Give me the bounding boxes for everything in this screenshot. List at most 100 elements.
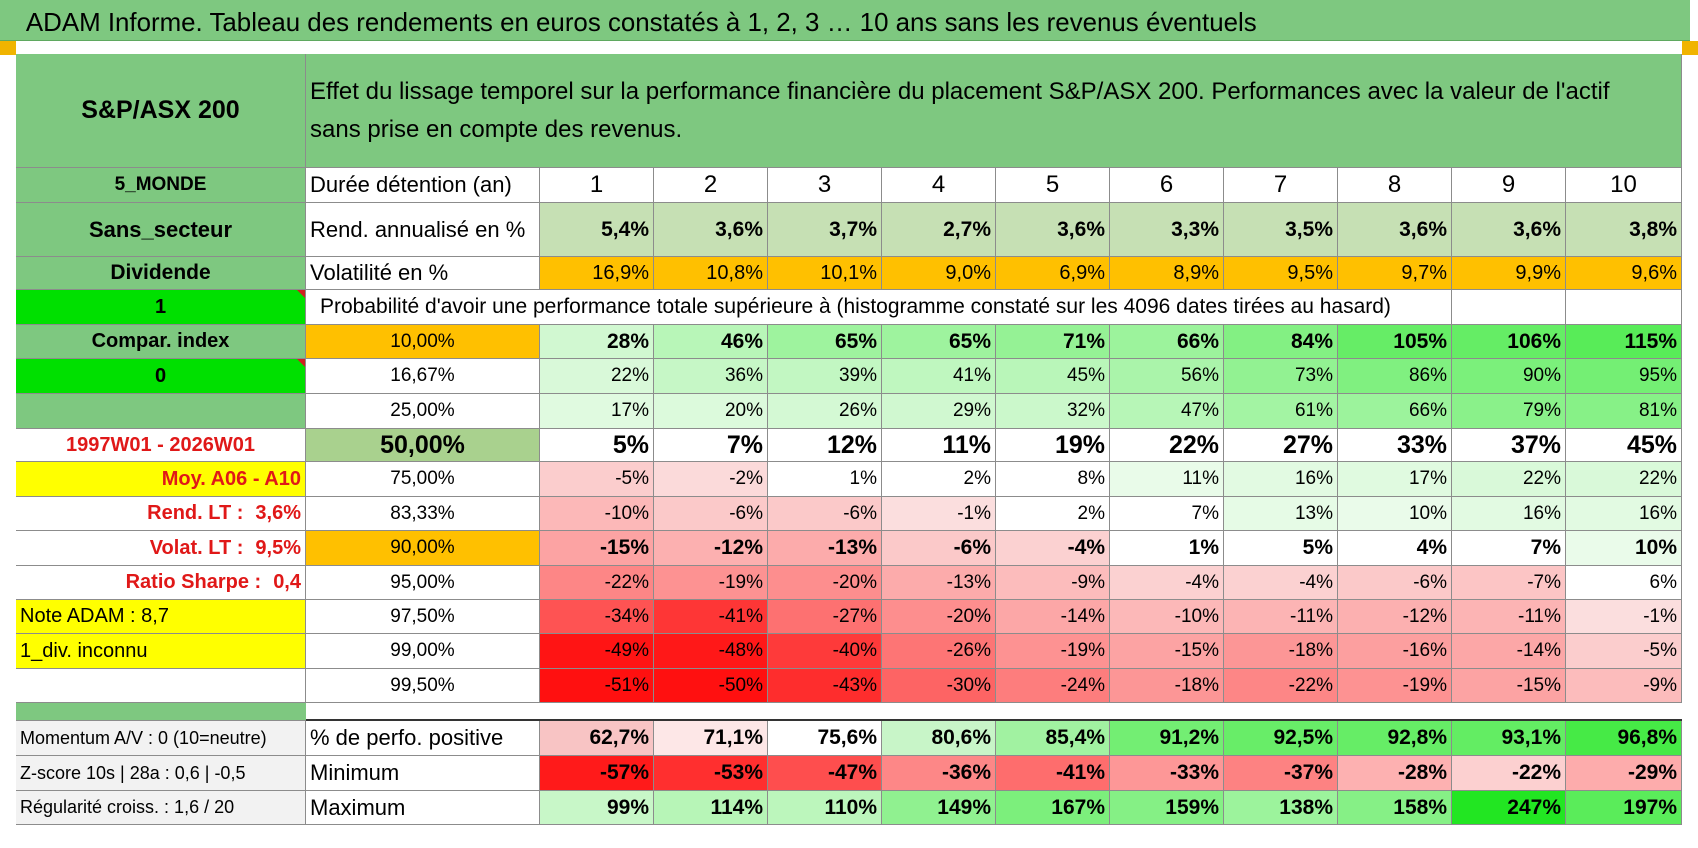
quantile-level: 10,00% xyxy=(306,325,540,359)
volatility-cell: 8,9% xyxy=(1110,257,1224,290)
quantile-cell: -19% xyxy=(996,634,1110,669)
stat-cell: -36% xyxy=(882,756,996,791)
quantile-cell: -24% xyxy=(996,669,1110,703)
quantile-cell: -26% xyxy=(882,634,996,669)
quantile-cell: 22% xyxy=(1452,462,1566,497)
quantile-cell: -34% xyxy=(540,600,654,634)
quantile-cell: -22% xyxy=(1224,669,1338,703)
quantile-cell: -20% xyxy=(882,600,996,634)
div-label: 1_div. inconnu xyxy=(16,634,306,669)
period-label: 1997W01 - 2026W01 xyxy=(16,429,306,462)
stat-cell: -53% xyxy=(654,756,768,791)
stat-cell: 99% xyxy=(540,791,654,825)
quantile-cell: 17% xyxy=(1338,462,1452,497)
annual-return-cell: 3,7% xyxy=(768,203,882,257)
quantile-cell: -4% xyxy=(996,531,1110,566)
year-header: 8 xyxy=(1338,168,1452,203)
stat-cell: 75,6% xyxy=(768,721,882,756)
quantile-level: 25,00% xyxy=(306,394,540,429)
quantile-cell: -27% xyxy=(768,600,882,634)
quantile-cell: 17% xyxy=(540,394,654,429)
quantile-cell: -6% xyxy=(654,497,768,531)
year-header: 9 xyxy=(1452,168,1566,203)
quantile-cell: -20% xyxy=(768,566,882,600)
stat-cell: -57% xyxy=(540,756,654,791)
quantile-cell: -12% xyxy=(1338,600,1452,634)
quantile-cell: 7% xyxy=(1452,531,1566,566)
stat-cell: -22% xyxy=(1452,756,1566,791)
volat-lt-label: Volat. LT : xyxy=(149,536,244,559)
quantile-cell: -14% xyxy=(996,600,1110,634)
stat-left-label: Régularité croiss. : 1,6 / 20 xyxy=(16,791,306,825)
quantile-cell: -15% xyxy=(540,531,654,566)
quantile-cell: 105% xyxy=(1338,325,1452,359)
quantile-cell: -15% xyxy=(1110,634,1224,669)
quantile-cell: 41% xyxy=(882,359,996,394)
quantile-cell: 29% xyxy=(882,394,996,429)
quantile-cell: 28% xyxy=(540,325,654,359)
quantile-cell: -13% xyxy=(768,531,882,566)
quantile-cell: -4% xyxy=(1224,566,1338,600)
quantile-cell: -5% xyxy=(1566,634,1682,669)
quantile-cell: -7% xyxy=(1452,566,1566,600)
quantile-cell: 86% xyxy=(1338,359,1452,394)
annual-return-cell: 3,6% xyxy=(996,203,1110,257)
quantile-cell: -41% xyxy=(654,600,768,634)
stat-label: % de perfo. positive xyxy=(306,721,540,756)
quantile-level: 16,67% xyxy=(306,359,540,394)
quantile-cell: -19% xyxy=(1338,669,1452,703)
spacer xyxy=(306,703,1682,721)
stat-cell: 92,8% xyxy=(1338,721,1452,756)
quantile-level: 90,00% xyxy=(306,531,540,566)
volat-lt: Volat. LT : 9,5% xyxy=(16,531,306,566)
quantile-cell: -11% xyxy=(1452,600,1566,634)
quantile-cell: 20% xyxy=(654,394,768,429)
volatility-cell: 16,9% xyxy=(540,257,654,290)
volatility-cell: 9,9% xyxy=(1452,257,1566,290)
dividend-flag: 1 xyxy=(16,290,306,325)
quantile-level: 75,00% xyxy=(306,462,540,497)
annual-return-cell: 3,6% xyxy=(654,203,768,257)
quantile-cell: 56% xyxy=(1110,359,1224,394)
quantile-cell: 115% xyxy=(1566,325,1682,359)
quantile-cell: -11% xyxy=(1224,600,1338,634)
quantile-cell: 5% xyxy=(540,429,654,462)
quantile-cell: 106% xyxy=(1452,325,1566,359)
spacer-green xyxy=(16,703,306,721)
quantile-cell: -30% xyxy=(882,669,996,703)
quantile-cell: 47% xyxy=(1110,394,1224,429)
quantile-cell: 7% xyxy=(1110,497,1224,531)
quantile-cell: 79% xyxy=(1452,394,1566,429)
quantile-cell: -18% xyxy=(1110,669,1224,703)
annual-return-cell: 5,4% xyxy=(540,203,654,257)
quantile-cell: -19% xyxy=(654,566,768,600)
quantile-cell: 19% xyxy=(996,429,1110,462)
stat-cell: 197% xyxy=(1566,791,1682,825)
volatility-cell: 9,5% xyxy=(1224,257,1338,290)
quantile-cell: 26% xyxy=(768,394,882,429)
sharpe-ratio-value: 0,4 xyxy=(273,571,301,593)
year-header: 1 xyxy=(540,168,654,203)
quantile-cell: 32% xyxy=(996,394,1110,429)
annual-return-cell: 3,6% xyxy=(1452,203,1566,257)
stat-cell: 71,1% xyxy=(654,721,768,756)
quantile-cell: 7% xyxy=(654,429,768,462)
year-header: 10 xyxy=(1566,168,1682,203)
quantile-cell: 61% xyxy=(1224,394,1338,429)
quantile-cell: 22% xyxy=(1566,462,1682,497)
sharpe-ratio: Ratio Sharpe : 0,4 xyxy=(16,566,306,600)
blank-green-cell xyxy=(16,394,306,429)
quantile-cell: -43% xyxy=(768,669,882,703)
quantile-cell: 10% xyxy=(1566,531,1682,566)
quantile-cell: 65% xyxy=(768,325,882,359)
quantile-cell: 2% xyxy=(996,497,1110,531)
quantile-cell: 46% xyxy=(654,325,768,359)
probability-title: Probabilité d'avoir une performance tota… xyxy=(306,290,1452,325)
quantile-cell: -14% xyxy=(1452,634,1566,669)
volatility-cell: 9,0% xyxy=(882,257,996,290)
quantile-cell: -15% xyxy=(1452,669,1566,703)
quantile-cell: 45% xyxy=(1566,429,1682,462)
quantile-level: 83,33% xyxy=(306,497,540,531)
quantile-cell: 11% xyxy=(1110,462,1224,497)
stat-cell: -47% xyxy=(768,756,882,791)
